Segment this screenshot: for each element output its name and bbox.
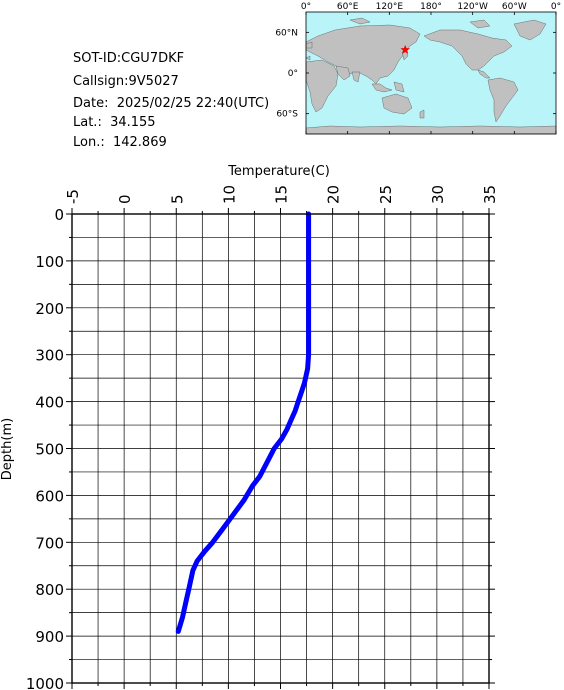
temperature-profile-point: [279, 436, 284, 442]
x-tick-label: 35: [481, 185, 499, 204]
map-lon-label: 0°: [551, 2, 561, 12]
temperature-profile-point: [299, 390, 304, 395]
temperature-profile-point: [210, 540, 215, 545]
y-tick-label: 100: [35, 253, 64, 271]
x-tick-label: -5: [64, 189, 82, 204]
map-grid-ticks: [305, 12, 557, 134]
y-tick-label: 700: [35, 534, 64, 552]
y-tick-label: 0: [54, 206, 64, 224]
callsign-text: Callsign:9V5027: [73, 74, 179, 89]
map-lat-label: 0°: [288, 69, 298, 79]
map-lon-label: 0°: [301, 2, 311, 12]
y-tick-label: 600: [35, 487, 64, 505]
temperature-profile-point: [305, 366, 310, 371]
temperature-profile-point: [306, 352, 311, 357]
map-lon-label: 180°: [420, 2, 442, 12]
x-tick-label: 20: [325, 185, 343, 204]
temperature-profile-point: [250, 483, 255, 489]
longitude-text: Lon.: 142.869: [73, 135, 167, 150]
x-axis-title: Temperature(C): [227, 164, 330, 179]
latitude-text: Lat.: 34.155: [73, 115, 156, 130]
plot-frame: [71, 213, 490, 684]
map-longitude-labels: 0° 60°E 120°E 180° 120°W 60°W 0°: [301, 2, 561, 12]
map-latitude-labels: 60°N 0° 60°S: [275, 28, 298, 119]
temperature-profile-point: [176, 629, 181, 634]
temperature-profile-point: [306, 305, 311, 310]
map-lon-label: 60°E: [337, 2, 359, 12]
map-lon-label: 120°W: [457, 2, 488, 12]
y-tick-label: 500: [35, 441, 64, 459]
temperature-profile-point: [186, 587, 191, 592]
y-tick-label: 900: [35, 628, 64, 646]
y-axis-title: Depth(m): [0, 418, 15, 480]
temperature-profile-point: [241, 497, 247, 503]
x-tick-label: 15: [273, 185, 291, 204]
y-tick-label: 400: [35, 394, 64, 412]
temperature-profile-point: [284, 427, 289, 432]
x-tick-labels: -5 0 5 10 15 20 25 30 35: [64, 185, 499, 204]
x-tick-label: 25: [377, 185, 395, 204]
map-lon-label: 120°E: [376, 2, 404, 12]
temperature-profile-point: [288, 418, 294, 423]
map-lon-label: 60°W: [502, 2, 527, 12]
temperature-profile-point: [194, 558, 200, 564]
y-tick-labels: 0 100 200 300 400 500 600 700 800 900 1000: [26, 206, 64, 690]
temperature-profile-point: [183, 601, 188, 606]
temperature-profile-point: [302, 380, 307, 385]
y-tick-label: 1000: [26, 675, 64, 690]
temperature-profile-point: [257, 474, 262, 479]
station-star: [400, 44, 410, 54]
station-marker-icon: [400, 44, 410, 54]
temperature-profile-point: [296, 399, 301, 404]
temperature-profile-point: [221, 526, 226, 531]
temperature-profile-point: [180, 615, 185, 620]
x-tick-label: 30: [429, 185, 447, 204]
date-text: Date: 2025/02/25 22:40(UTC): [73, 96, 270, 111]
y-tick-label: 800: [35, 581, 64, 599]
temperature-profile-point: [231, 512, 236, 517]
temperature-profile-point: [292, 408, 298, 414]
map-lat-label: 60°N: [275, 28, 298, 38]
x-tick-label: 5: [168, 194, 186, 204]
temperature-profile-point: [306, 258, 311, 264]
y-tick-label: 200: [35, 300, 64, 318]
chart-grid: [71, 213, 490, 684]
x-tick-label: 10: [220, 185, 238, 204]
x-tick-label: 0: [116, 194, 134, 204]
temperature-profile-point: [272, 446, 277, 451]
temperature-profile-point: [264, 460, 270, 465]
chart-series: [175, 211, 312, 634]
temperature-profile-point: [190, 568, 196, 573]
temperature-profile-point: [202, 549, 207, 554]
y-tick-label: 300: [35, 347, 64, 365]
map-lat-label: 60°S: [276, 110, 298, 120]
map-landmasses: [305, 17, 557, 135]
chart-minor-ticks: [66, 208, 495, 689]
sot-id-text: SOT-ID:CGU7DKF: [73, 51, 185, 66]
